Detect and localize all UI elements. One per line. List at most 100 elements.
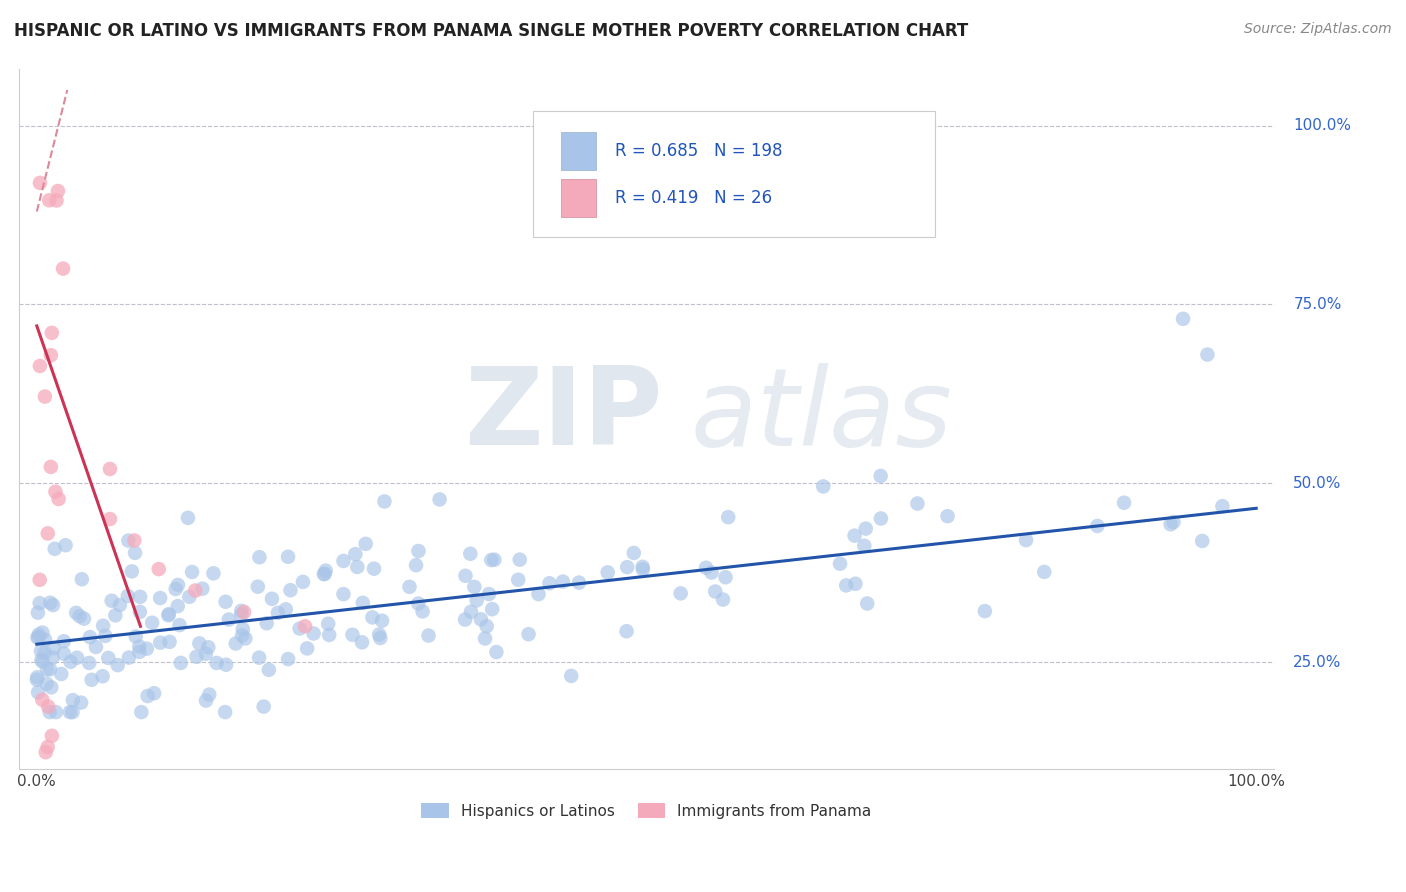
Point [669, 586, 692, 600]
Point [25, 670, 48, 684]
Point [148, 562, 170, 576]
Point [166, 599, 188, 613]
Point [363, 562, 385, 576]
Point [51, 667, 73, 681]
Point [844, 529, 866, 543]
Point [538, 576, 561, 591]
Point [70, 696, 93, 710]
Point [460, 547, 482, 561]
Point [371, 614, 394, 628]
Point [1171, 311, 1194, 326]
Point [37, 526, 59, 541]
Text: HISPANIC OR LATINO VS IMMIGRANTS FROM PANAMA SINGLE MOTHER POVERTY CORRELATION C: HISPANIC OR LATINO VS IMMIGRANTS FROM PA… [14, 22, 969, 40]
Point [35, 676, 58, 690]
Point [214, 595, 236, 609]
Point [202, 566, 225, 581]
Point [165, 582, 187, 596]
Point [128, 645, 150, 659]
Point [616, 624, 638, 639]
Point [38, 705, 60, 719]
Point [167, 578, 190, 592]
Point [141, 615, 163, 630]
Text: R = 0.419   N = 26: R = 0.419 N = 26 [614, 189, 772, 207]
Point [27, 606, 49, 620]
Point [294, 619, 316, 633]
Point [28, 627, 51, 641]
Point [517, 627, 540, 641]
Point [481, 602, 503, 616]
Point [350, 635, 373, 649]
Point [198, 688, 221, 702]
Point [623, 546, 645, 560]
Text: 50.0%: 50.0% [1294, 475, 1341, 491]
Point [41, 326, 63, 340]
FancyBboxPatch shape [561, 178, 596, 217]
Point [45, 194, 67, 208]
Point [1085, 519, 1108, 533]
Point [454, 569, 477, 583]
Point [179, 590, 201, 604]
Point [48, 491, 70, 506]
Point [170, 656, 193, 670]
Point [717, 510, 740, 524]
Point [27, 631, 49, 645]
Point [249, 550, 271, 565]
Point [231, 607, 253, 622]
Point [66, 650, 89, 665]
Point [465, 593, 488, 607]
Point [59, 655, 82, 669]
Point [117, 589, 139, 603]
Point [34, 390, 56, 404]
Text: R = 0.685   N = 198: R = 0.685 N = 198 [614, 142, 783, 161]
Point [46, 184, 69, 198]
Point [39, 348, 62, 362]
Point [231, 628, 253, 642]
Point [55, 538, 77, 552]
Point [100, 593, 122, 607]
Point [27, 685, 49, 699]
Point [28, 176, 51, 190]
Point [479, 553, 502, 567]
Point [509, 552, 531, 566]
Point [314, 566, 336, 581]
Point [1197, 347, 1219, 361]
Point [124, 533, 146, 548]
Text: 100.0%: 100.0% [1294, 119, 1351, 133]
Point [121, 565, 143, 579]
Point [38, 194, 60, 208]
Point [470, 612, 492, 626]
Legend: Hispanics or Latinos, Immigrants from Panama: Hispanics or Latinos, Immigrants from Pa… [415, 797, 877, 825]
Point [195, 693, 218, 707]
Point [631, 562, 654, 576]
Point [398, 580, 420, 594]
Point [98, 462, 121, 476]
Point [128, 605, 150, 619]
Point [91, 618, 114, 632]
Point [84, 640, 107, 654]
Point [225, 636, 247, 650]
Point [711, 592, 734, 607]
Point [631, 559, 654, 574]
Point [35, 662, 58, 676]
Point [344, 547, 367, 561]
Point [39, 681, 62, 695]
Text: atlas: atlas [690, 363, 952, 468]
Point [332, 587, 354, 601]
Point [194, 647, 217, 661]
Point [107, 658, 129, 673]
Point [478, 587, 501, 601]
Point [315, 564, 337, 578]
Point [184, 583, 207, 598]
Point [44, 541, 66, 556]
Point [870, 511, 893, 525]
Point [460, 605, 482, 619]
Point [342, 628, 364, 642]
Point [52, 261, 75, 276]
Point [191, 582, 214, 596]
Point [835, 578, 858, 592]
Point [616, 560, 638, 574]
Point [41, 729, 63, 743]
Text: Source: ZipAtlas.com: Source: ZipAtlas.com [1244, 22, 1392, 37]
Point [125, 630, 148, 644]
Point [159, 635, 181, 649]
